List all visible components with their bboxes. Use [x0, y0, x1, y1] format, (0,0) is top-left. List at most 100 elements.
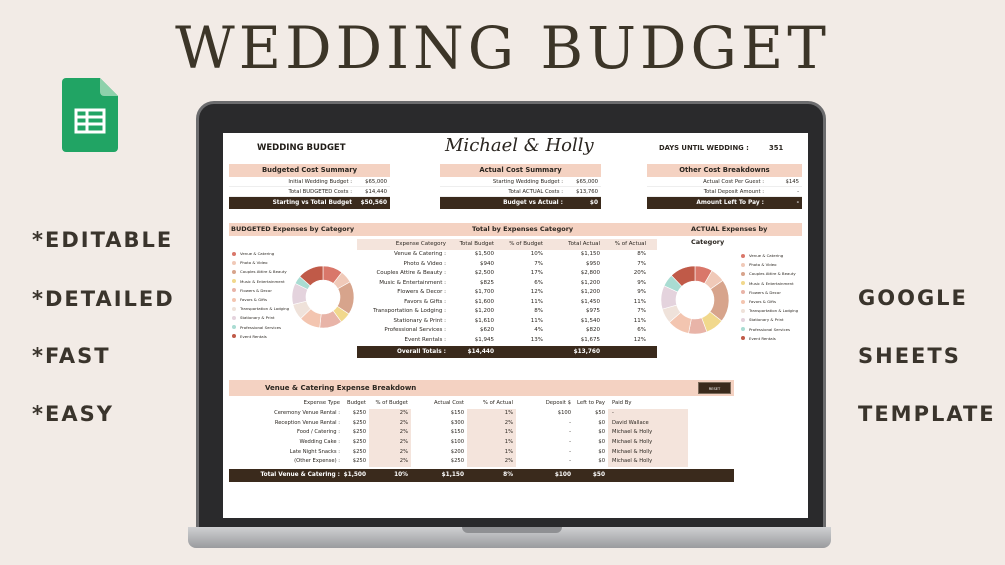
table-cell[interactable]: $1,450 [580, 298, 600, 305]
category-label: Venue & Catering : [394, 251, 446, 257]
table-cell[interactable]: - [569, 448, 571, 455]
table-cell[interactable]: $1,945 [474, 336, 494, 343]
legend-swatch [232, 279, 236, 284]
table-cell[interactable]: $100 [557, 410, 571, 416]
table-cell[interactable]: - [569, 429, 571, 436]
table-cell[interactable]: $250 [352, 458, 366, 465]
table-row: Music & Entertainment : $825 6% $1,200 9% [357, 279, 657, 289]
table-cell[interactable]: - [608, 409, 688, 419]
legend-item: Professional Services [232, 323, 289, 332]
table-cell[interactable]: $250 [352, 429, 366, 436]
legend-label: Event Rentals [240, 333, 267, 339]
right-word-google: GOOGLE [858, 286, 968, 310]
table-row: Food / Catering : $250 2% $150 1% - $0 Michael … [229, 428, 734, 439]
table-cell[interactable]: $620 [480, 327, 494, 333]
table-cell[interactable]: $820 [586, 327, 600, 333]
table-cell[interactable]: $1,610 [474, 317, 494, 324]
table-cell[interactable]: $250 [450, 458, 464, 465]
table-cell[interactable]: David Wallace [608, 418, 688, 429]
table-cell[interactable]: $1,200 [474, 308, 494, 314]
table-cell: 7% [637, 260, 646, 267]
legend-item: Transportation & Lodging [741, 306, 798, 315]
days-until-label: DAYS UNTIL WEDDING : [659, 144, 749, 152]
venue-band: Venue & Catering Expense Breakdown RESET [229, 380, 734, 396]
table-cell[interactable]: - [569, 458, 571, 465]
table-cell[interactable]: $250 [352, 439, 366, 446]
table-cell: 20% [633, 270, 646, 276]
legend-swatch [741, 290, 745, 295]
category-label: Transportation & Lodging : [373, 308, 446, 314]
table-cell[interactable]: $100 [450, 439, 464, 446]
table-cell[interactable]: - [569, 439, 571, 446]
legend-swatch [741, 271, 745, 276]
google-sheets-icon [62, 78, 118, 152]
table-cell[interactable]: $250 [352, 419, 366, 426]
legend-label: Transportation & Lodging [749, 308, 799, 314]
table-cell: 2% [369, 409, 411, 419]
legend-label: Event Rentals [749, 335, 776, 341]
table-cell[interactable]: $250 [352, 410, 366, 416]
table-cell: 13% [530, 336, 543, 343]
table-cell: 1% [467, 447, 516, 458]
table-cell[interactable]: $2,500 [474, 270, 494, 276]
table-row: Wedding Cake : $250 2% $100 1% - $0 Michael & H… [229, 438, 734, 448]
table-cell[interactable]: $1,500 [474, 251, 494, 257]
table-row: Event Rentals : $1,945 13% $1,675 12% [357, 336, 657, 346]
category-label: Favors & Gifts : [404, 298, 446, 305]
venue-breakdown: Venue & Catering Expense Breakdown RESET… [229, 380, 734, 483]
table-cell[interactable]: $150 [450, 429, 464, 436]
table-cell[interactable]: $1,675 [580, 336, 600, 343]
budgeted-legend: Venue & Catering Photo & Video Couples Att… [232, 249, 289, 341]
table-cell[interactable]: $150 [450, 410, 464, 416]
table-cell[interactable]: $1,150 [580, 251, 600, 257]
legend-swatch [741, 299, 745, 304]
other-summary: Other Cost Breakdowns Actual Cost Per Gu… [647, 164, 802, 209]
table-cell[interactable]: - [569, 419, 571, 426]
table-cell[interactable]: $300 [450, 419, 464, 426]
table-row: Late Night Snacks : $250 2% $200 1% - $0 Michae… [229, 447, 734, 458]
table-cell[interactable]: $825 [480, 279, 494, 286]
legend-label: Favors & Gifts [240, 297, 268, 303]
summary-total: Budget vs Actual : $0 [440, 197, 601, 209]
laptop-notch [462, 527, 562, 533]
legend-item: Event Rentals [232, 332, 289, 341]
table-cell[interactable]: $1,200 [580, 279, 600, 286]
table-cell[interactable]: $950 [586, 260, 600, 267]
table-cell[interactable]: $2,800 [580, 270, 600, 276]
summary-row: Total ACTUAL Costs : $13,760 [440, 187, 601, 197]
table-cell[interactable]: Michael & Holly [608, 447, 688, 458]
table-cell: $0 [598, 419, 605, 426]
table-cell[interactable]: $1,200 [580, 289, 600, 295]
legend-item: Couples Attire & Beauty [741, 269, 798, 278]
table-cell[interactable]: Michael & Holly [608, 457, 688, 468]
legend-item: Event Rentals [741, 334, 798, 343]
table-cell[interactable]: Michael & Holly [608, 438, 688, 448]
legend-label: Favors & Gifts [749, 299, 777, 305]
category-table-title: Total by Expenses Category [472, 225, 574, 233]
budgeted-donut-chart [291, 265, 355, 329]
table-cell[interactable]: $1,540 [580, 317, 600, 324]
reset-button[interactable]: RESET [698, 382, 731, 394]
spreadsheet-screen: WEDDING BUDGET Michael & Holly DAYS UNTI… [223, 133, 808, 518]
legend-item: Music & Entertainment [741, 279, 798, 288]
legend-swatch [232, 334, 236, 339]
legend-swatch [741, 308, 745, 313]
category-table: Expense Category Total Budget % of Budge… [357, 239, 657, 358]
initial-budget-value[interactable]: $65,000 [365, 179, 387, 185]
legend-swatch [232, 315, 236, 320]
table-cell[interactable]: $250 [352, 448, 366, 455]
summary-row: Actual Cost Per Guest : $145 [647, 177, 802, 187]
table-cell[interactable]: $1,700 [474, 289, 494, 295]
table-cell[interactable]: Michael & Holly [608, 428, 688, 439]
category-label: Music & Entertainment : [379, 279, 446, 286]
table-cell: 4% [534, 327, 543, 333]
table-cell[interactable]: $1,600 [474, 298, 494, 305]
days-until-value[interactable]: 351 [769, 144, 784, 152]
donut-slice [299, 265, 324, 287]
legend-item: Stationary & Print [232, 313, 289, 322]
table-cell[interactable]: $940 [480, 260, 494, 267]
table-cell[interactable]: $200 [450, 448, 464, 455]
table-cell: 2% [369, 438, 411, 448]
table-cell[interactable]: $975 [586, 308, 600, 314]
legend-label: Transportation & Lodging [240, 306, 290, 312]
